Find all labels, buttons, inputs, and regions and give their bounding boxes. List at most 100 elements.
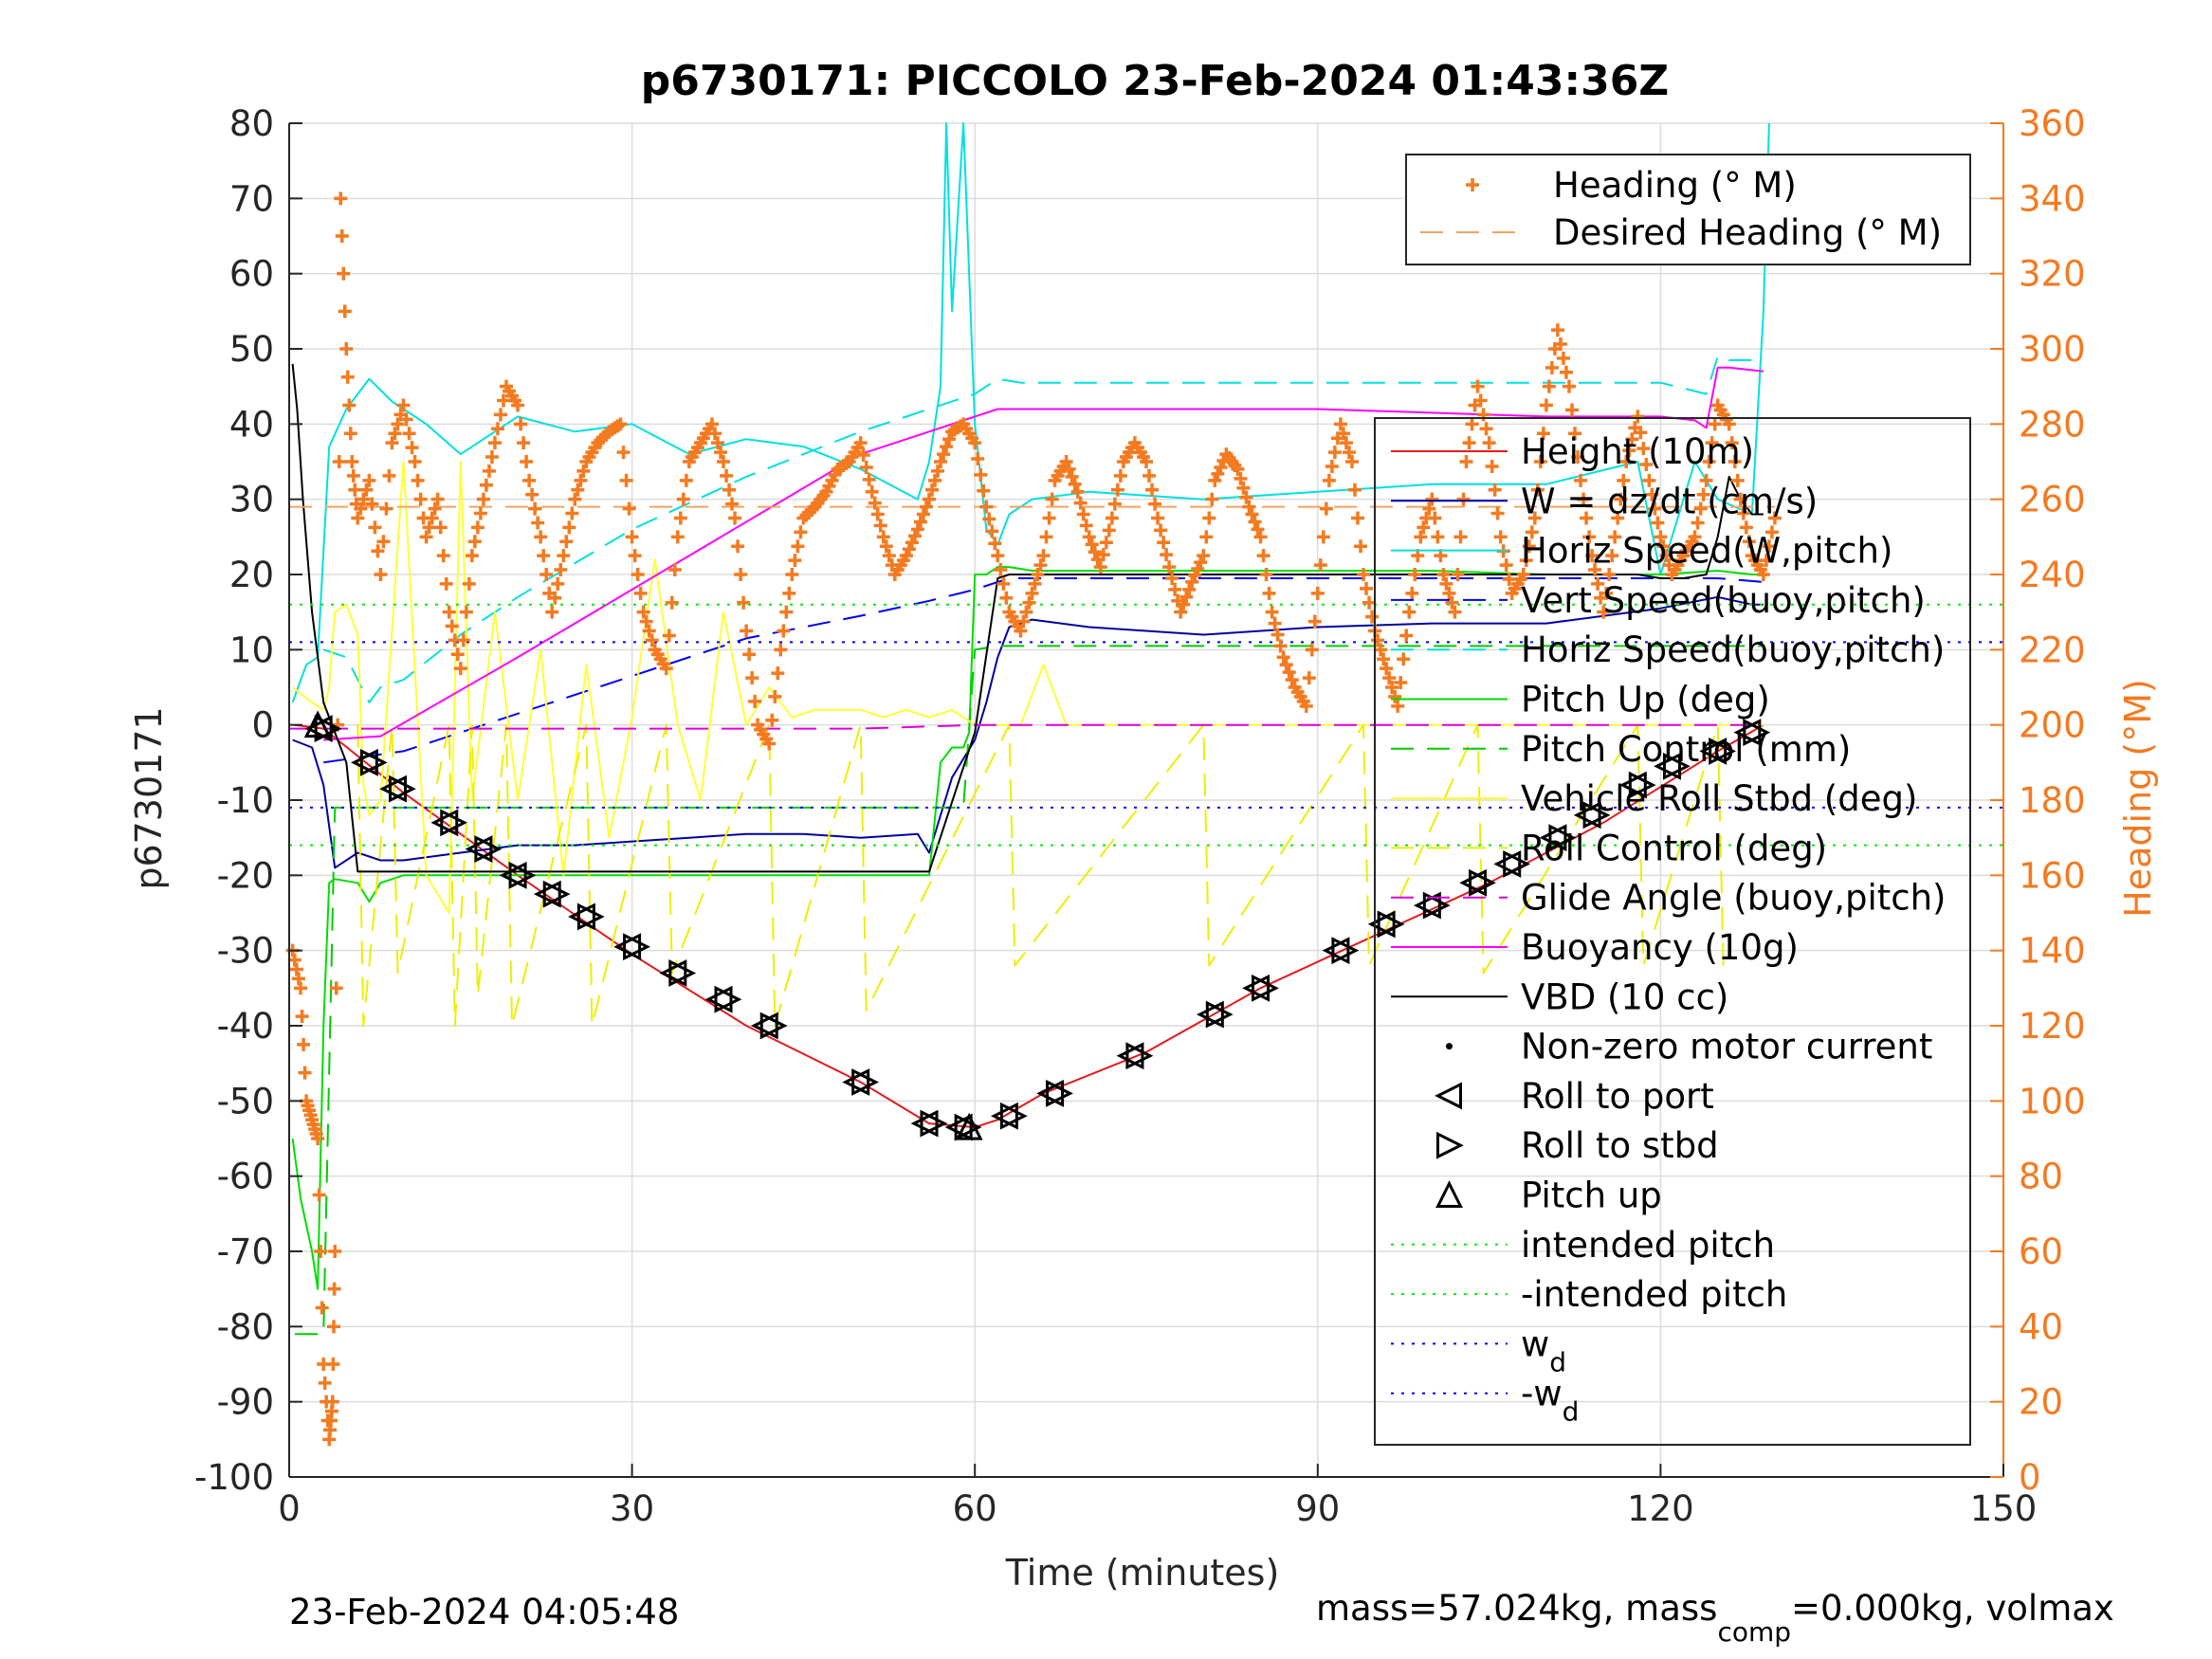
heading-point	[1344, 455, 1359, 468]
legend-main: Height (10m) W = dz/dt (cm/s) Horiz Speed(…	[1374, 417, 1971, 1446]
heading-point	[862, 472, 876, 486]
heading-point	[865, 484, 879, 499]
heading-point	[625, 530, 639, 544]
heading-point	[1693, 501, 1708, 516]
heading-point	[1556, 351, 1570, 365]
heading-point	[613, 417, 628, 431]
heading-point	[408, 455, 422, 468]
heading-point	[548, 591, 562, 605]
heading-point	[1339, 436, 1353, 450]
heading-point	[312, 1188, 326, 1202]
footer-mass: mass=57.024kg, masscomp=0.000kg, volmax	[1316, 1588, 2114, 1648]
heading-point	[311, 1132, 325, 1145]
footer-mass-a: mass=57.024kg, mass	[1316, 1588, 1717, 1629]
heading-point	[1102, 523, 1116, 538]
x-tick-label: 150	[1970, 1488, 2038, 1529]
heading-point	[545, 605, 559, 619]
heading-point	[913, 515, 927, 529]
heading-point	[1360, 581, 1374, 595]
marker-roll-stbd	[1046, 1079, 1073, 1107]
heading-point	[332, 455, 346, 468]
heading-point	[1493, 530, 1508, 544]
heading-point	[362, 473, 376, 487]
heading-point	[484, 450, 499, 465]
heading-point	[1688, 530, 1702, 544]
heading-point	[1145, 483, 1160, 497]
heading-point	[1425, 492, 1439, 506]
marker-roll-port	[1654, 752, 1681, 780]
heading-point	[1019, 605, 1033, 619]
heading-point	[1605, 549, 1619, 563]
y-tick-label-right: 280	[2019, 404, 2086, 445]
heading-point	[1045, 492, 1059, 506]
y-tick-label-left: 10	[229, 629, 274, 670]
heading-point	[1325, 459, 1339, 473]
heading-point	[297, 1037, 311, 1051]
heading-point	[388, 427, 402, 441]
heading-point	[1553, 337, 1567, 352]
heading-point	[1516, 568, 1530, 581]
heading-point	[1488, 483, 1502, 497]
heading-point	[768, 689, 782, 703]
heading-point	[1588, 563, 1602, 577]
heading-point	[1631, 410, 1645, 424]
heading-point	[1285, 673, 1299, 687]
heading-point	[1307, 614, 1322, 629]
series-w-dz-dt-cm-s-	[292, 595, 1764, 869]
heading-point	[1313, 558, 1327, 573]
heading-point	[1033, 558, 1048, 573]
series-vert-speed-buoy-pitch-	[323, 577, 1764, 764]
y-tick-label-right: 360	[2019, 103, 2086, 144]
heading-point	[328, 1245, 342, 1258]
heading-point	[1070, 484, 1085, 499]
heading-point	[1333, 417, 1347, 431]
y-tick-label-right: 320	[2019, 254, 2086, 295]
heading-point	[737, 595, 751, 610]
heading-point	[704, 417, 719, 431]
y-tick-label-right: 80	[2019, 1157, 2063, 1197]
marker-roll-stbd	[714, 985, 742, 1013]
marker-roll-stbd	[920, 1109, 948, 1138]
x-tick-label: 0	[278, 1488, 301, 1529]
legend-label: Horiz Speed(W,pitch)	[1521, 531, 1892, 572]
marker-roll-port	[842, 1068, 870, 1096]
marker-roll-port	[379, 775, 408, 803]
heading-point	[779, 605, 794, 619]
heading-point	[1767, 511, 1782, 525]
heading-point	[1088, 545, 1102, 559]
heading-point	[439, 576, 453, 591]
chart-title: p6730171: PICCOLO 23-Feb-2024 01:43:36Z	[641, 57, 1669, 105]
heading-point	[442, 605, 456, 619]
heading-point	[1459, 455, 1473, 468]
heading-point	[1619, 455, 1634, 468]
heading-point	[1299, 699, 1313, 713]
heading-point	[1380, 662, 1394, 676]
marker-roll-port	[304, 715, 333, 743]
y-tick-label-right: 200	[2019, 705, 2086, 746]
heading-point	[1617, 473, 1631, 487]
heading-point	[1179, 590, 1194, 604]
heading-point	[616, 446, 631, 460]
heading-point	[971, 452, 985, 466]
footer-date: 23-Feb-2024 04:05:48	[289, 1592, 679, 1632]
heading-point	[329, 981, 343, 995]
heading-point	[374, 568, 388, 581]
heading-point	[774, 643, 788, 657]
heading-point	[1696, 487, 1710, 501]
heading-point	[1253, 530, 1268, 544]
heading-point	[628, 549, 642, 563]
marker-roll-stbd	[1743, 719, 1771, 747]
y-tick-label-left: 70	[229, 178, 274, 219]
marker-roll-port	[1699, 738, 1728, 765]
heading-point	[473, 506, 487, 520]
heading-point	[1039, 530, 1053, 544]
heading-point	[1271, 628, 1285, 642]
heading-point	[1562, 379, 1576, 393]
heading-point	[1068, 477, 1082, 491]
marker-roll-port	[1367, 910, 1396, 939]
heading-point	[1634, 426, 1648, 440]
heading-point	[419, 530, 433, 544]
heading-point	[1530, 483, 1545, 497]
heading-point	[445, 619, 459, 633]
